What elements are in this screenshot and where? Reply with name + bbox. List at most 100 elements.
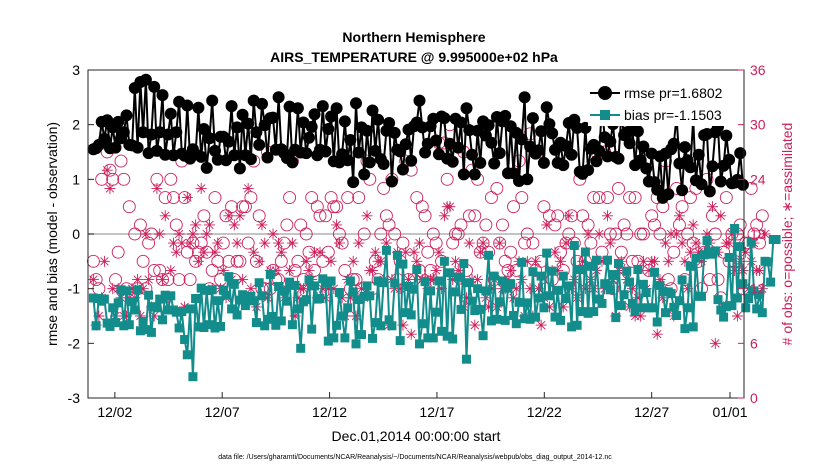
bias-point	[392, 250, 402, 260]
assimilated-obs-point	[709, 337, 721, 349]
bias-point	[442, 331, 452, 341]
assimilated-obs-point	[543, 301, 555, 313]
bias-point	[677, 275, 687, 285]
bias-point	[658, 286, 668, 296]
rmse-point	[695, 178, 708, 191]
assimilated-obs-point	[660, 237, 672, 249]
y-tick-label: -1	[68, 281, 81, 297]
assimilated-obs-point	[300, 255, 312, 267]
assimilated-obs-point	[414, 237, 426, 249]
bias-point	[533, 293, 543, 303]
possible-obs-point	[440, 172, 454, 186]
assimilated-obs-point	[593, 228, 605, 240]
assimilated-obs-point	[322, 283, 334, 295]
rmse-point	[148, 80, 161, 93]
possible-obs-point	[299, 227, 313, 241]
bias-point	[520, 314, 530, 324]
rmse-point	[662, 188, 675, 201]
x-tick-label: 12/22	[527, 404, 562, 420]
assimilated-obs-point	[701, 228, 713, 240]
possible-obs-point	[158, 191, 172, 205]
bias-point	[406, 310, 416, 320]
bias-point	[434, 276, 444, 286]
rmse-point	[344, 134, 357, 146]
bias-point	[578, 307, 588, 317]
bias-point	[260, 321, 270, 331]
assimilated-obs-point	[648, 255, 660, 267]
rmse-point	[438, 112, 451, 125]
bias-point	[467, 296, 477, 306]
bias-point	[597, 298, 607, 308]
bias-point	[271, 320, 281, 330]
bias-point	[345, 276, 355, 286]
bias-point	[276, 316, 286, 326]
bias-point	[655, 280, 665, 290]
assimilated-obs-point	[729, 264, 741, 276]
bias-point	[536, 271, 546, 281]
bias-point	[423, 333, 433, 343]
bias-point	[133, 285, 143, 295]
bias-point	[652, 317, 662, 327]
bias-point	[357, 330, 366, 340]
rmse-point	[192, 101, 205, 114]
legend-bias-marker	[600, 110, 610, 120]
rmse-point	[206, 94, 219, 107]
legend-bias-label: bias pr=-1.1503	[624, 107, 722, 123]
possible-obs-point	[280, 218, 294, 232]
assimilated-obs-point	[604, 237, 616, 249]
possible-obs-point	[136, 254, 150, 268]
possible-obs-point	[755, 209, 769, 223]
bias-point	[437, 326, 447, 336]
assimilated-obs-point	[444, 201, 456, 213]
possible-obs-point	[462, 209, 476, 223]
rmse-point	[244, 153, 257, 166]
assimilated-obs-point	[209, 246, 221, 258]
y2-tick-label: 6	[750, 335, 758, 351]
assimilated-obs-point	[267, 228, 279, 240]
bias-point	[229, 279, 239, 289]
bias-point	[116, 285, 126, 295]
possible-obs-point	[222, 254, 236, 268]
rmse-point	[736, 178, 749, 191]
rmse-point	[322, 123, 335, 135]
possible-obs-point	[230, 254, 244, 268]
bias-point	[287, 320, 297, 330]
bias-point	[359, 291, 369, 301]
y-tick-label: 2	[72, 117, 80, 133]
rmse-point	[485, 136, 498, 149]
y2-tick-label: 24	[750, 171, 766, 187]
assimilated-obs-point	[408, 246, 420, 258]
bias-point	[439, 256, 449, 266]
rmse-point	[170, 126, 183, 139]
bias-point	[274, 282, 284, 291]
bias-point	[428, 333, 438, 343]
bias-point	[365, 291, 375, 301]
assimilated-obs-point	[563, 210, 575, 222]
assimilated-obs-point	[557, 301, 569, 313]
assimilated-obs-point	[284, 264, 296, 276]
assimilated-obs-point	[217, 264, 229, 276]
possible-obs-point	[377, 181, 391, 195]
assimilated-obs-point	[176, 237, 188, 249]
possible-obs-point	[667, 245, 681, 259]
y2-tick-label: 0	[750, 390, 758, 406]
bias-point	[473, 284, 483, 294]
bias-point	[426, 286, 436, 296]
assimilated-obs-point	[643, 264, 655, 276]
bias-point	[177, 307, 187, 317]
possible-obs-point	[612, 181, 625, 195]
bias-point	[459, 259, 469, 268]
rmse-point	[109, 141, 122, 154]
assimilated-obs-point	[173, 228, 185, 240]
rmse-point	[377, 158, 390, 170]
rmse-point	[286, 156, 299, 169]
assimilated-obs-point	[524, 283, 536, 295]
bias-point	[586, 261, 596, 271]
rmse-point	[526, 112, 539, 125]
rmse-point	[256, 97, 268, 110]
bias-point	[608, 270, 618, 279]
rmse-point	[557, 159, 570, 172]
bias-point	[362, 281, 372, 291]
bias-point	[511, 319, 521, 329]
assimilated-obs-point	[344, 292, 356, 304]
